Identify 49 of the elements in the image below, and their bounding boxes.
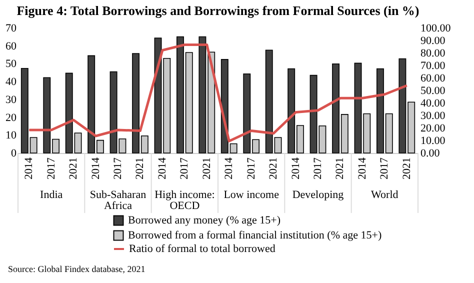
x-tick-label: 2021 <box>134 158 146 180</box>
x-tick-label: 2017 <box>378 157 391 180</box>
chart-title: Figure 4: Total Borrowings and Borrowings from Formal Sources (in %) <box>16 3 420 18</box>
x-tick-label: 2017 <box>178 157 191 180</box>
y2-tick-label: 60.00 <box>420 72 446 84</box>
y2-tick-label: 20.00 <box>420 122 446 134</box>
legend-label: Borrowed any money (% age 15+) <box>128 214 281 226</box>
y-tick-label: 60 <box>6 40 17 52</box>
y2-tick-label: 100.00 <box>420 22 452 34</box>
x-tick-label: 2014 <box>23 157 36 180</box>
x-tick-label: 2017 <box>312 157 324 180</box>
legend-label: Borrowed from a formal financial institution (% age 15+) <box>128 230 382 242</box>
y-tick-label: 70 <box>6 22 17 34</box>
x-tick-label: 2017 <box>245 157 258 180</box>
x-tick-label: 2021 <box>200 158 213 180</box>
y2-tick-label: 30.00 <box>420 110 446 122</box>
y2-tick-label: 70.00 <box>420 60 446 72</box>
text: High income: OECD <box>154 189 215 212</box>
x-tick-label: 2021 <box>334 158 346 180</box>
y2-tick-label: 90.00 <box>420 35 446 47</box>
legend-label: Ratio of formal to total borrowed <box>129 243 276 255</box>
x-tick-label: 2014 <box>290 157 302 180</box>
x-tick-label: 2014 <box>356 157 368 180</box>
x-tick-label: 2021 <box>400 158 413 180</box>
x-tick-label: 2014 <box>156 157 168 180</box>
source-note: Source: Global Findex database, 2021 <box>8 264 146 274</box>
x-tick-label: 2017 <box>112 157 124 180</box>
text: World <box>371 189 399 201</box>
y-tick-label: 0 <box>11 148 17 160</box>
y2-tick-label: 50.00 <box>420 85 446 97</box>
x-tick-label: 2021 <box>268 158 280 180</box>
x-tick-label: 2017 <box>45 157 58 180</box>
y2-tick-label: 0.00 <box>420 148 440 160</box>
text: Low income <box>224 189 280 201</box>
y-tick-label: 20 <box>6 112 17 124</box>
y2-tick-label: 80.00 <box>420 48 446 60</box>
x-tick-label: 2021 <box>68 158 80 180</box>
y2-tick-label: 40.00 <box>420 98 446 110</box>
x-tick-label: 2014 <box>223 157 236 180</box>
y2-tick-label: 10.00 <box>420 135 446 147</box>
y-tick-label: 30 <box>6 94 17 106</box>
text: Sub-Saharan Africa <box>90 189 147 212</box>
line-series <box>28 44 408 142</box>
y-tick-label: 40 <box>6 76 17 88</box>
y-tick-label: 50 <box>6 58 17 70</box>
text: India <box>40 189 63 201</box>
y-tick-label: 10 <box>6 130 17 142</box>
x-tick-label: 2014 <box>90 157 102 180</box>
text: Developing <box>292 189 344 201</box>
